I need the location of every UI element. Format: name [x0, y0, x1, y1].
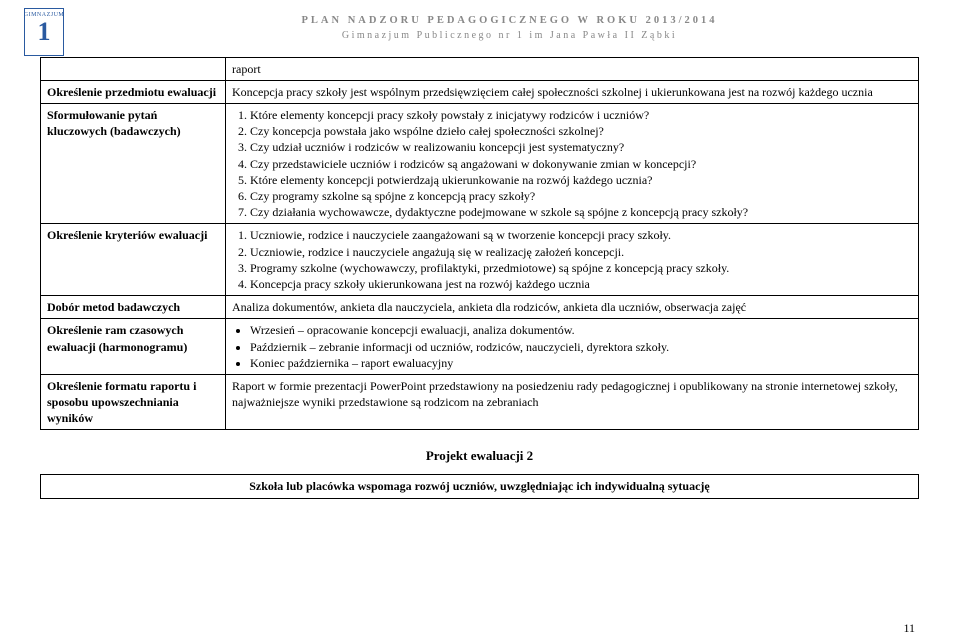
list-item: Które elementy koncepcji potwierdzają uk…	[250, 172, 912, 188]
list-item: Październik – zebranie informacji od ucz…	[250, 339, 912, 355]
row-content: Wrzesień – opracowanie koncepcji ewaluac…	[226, 319, 919, 375]
list-item: Wrzesień – opracowanie koncepcji ewaluac…	[250, 322, 912, 338]
list-item: Uczniowie, rodzice i nauczyciele angażuj…	[250, 244, 912, 260]
row-content: Koncepcja pracy szkoły jest wspólnym prz…	[226, 80, 919, 103]
table-row: Szkoła lub placówka wspomaga rozwój uczn…	[41, 475, 919, 499]
row-content: raport	[226, 57, 919, 80]
list-item: Czy działania wychowawcze, dydaktyczne p…	[250, 204, 912, 220]
row-content: Które elementy koncepcji pracy szkoły po…	[226, 104, 919, 224]
table-row: Dobór metod badawczych Analiza dokumentó…	[41, 296, 919, 319]
page-number: 11	[903, 621, 915, 636]
row-label: Dobór metod badawczych	[41, 296, 226, 319]
document-header: PLAN NADZORU PEDAGOGICZNEGO W ROKU 2013/…	[160, 14, 859, 43]
table-row: Określenie przedmiotu ewaluacji Koncepcj…	[41, 80, 919, 103]
row-content: Analiza dokumentów, ankieta dla nauczyci…	[226, 296, 919, 319]
logo-number: 1	[38, 19, 51, 45]
row-label: Określenie ram czasowych ewaluacji (harm…	[41, 319, 226, 375]
header-subtitle: Gimnazjum Publicznego nr 1 im Jana Pawła…	[160, 29, 859, 43]
table-row: raport	[41, 57, 919, 80]
list-item: Programy szkolne (wychowawczy, profilakt…	[250, 260, 912, 276]
sub-row-content: Szkoła lub placówka wspomaga rozwój uczn…	[41, 475, 919, 499]
logo: GIMNAZJUM 1	[24, 8, 64, 56]
list-item: Koniec października – raport ewaluacyjny	[250, 355, 912, 371]
list-item: Czy koncepcja powstała jako wspólne dzie…	[250, 123, 912, 139]
project-title: Projekt ewaluacji 2	[40, 448, 919, 464]
row-label: Określenie przedmiotu ewaluacji	[41, 80, 226, 103]
row-content: Raport w formie prezentacji PowerPoint p…	[226, 374, 919, 430]
row-content: Uczniowie, rodzice i nauczyciele zaangaż…	[226, 224, 919, 296]
list-item: Czy programy szkolne są spójne z koncepc…	[250, 188, 912, 204]
sub-table: Szkoła lub placówka wspomaga rozwój uczn…	[40, 474, 919, 499]
table-row: Określenie ram czasowych ewaluacji (harm…	[41, 319, 919, 375]
evaluation-table: raport Określenie przedmiotu ewaluacji K…	[40, 57, 919, 431]
table-row: Określenie kryteriów ewaluacji Uczniowie…	[41, 224, 919, 296]
list-item: Czy przedstawiciele uczniów i rodziców s…	[250, 156, 912, 172]
list-item: Czy udział uczniów i rodziców w realizow…	[250, 139, 912, 155]
list-item: Koncepcja pracy szkoły ukierunkowana jes…	[250, 276, 912, 292]
list-item: Które elementy koncepcji pracy szkoły po…	[250, 107, 912, 123]
header-title: PLAN NADZORU PEDAGOGICZNEGO W ROKU 2013/…	[160, 14, 859, 29]
table-row: Określenie formatu raportu i sposobu upo…	[41, 374, 919, 430]
row-label	[41, 57, 226, 80]
row-label: Sformułowanie pytań kluczowych (badawczy…	[41, 104, 226, 224]
list-item: Uczniowie, rodzice i nauczyciele zaangaż…	[250, 227, 912, 243]
row-label: Określenie formatu raportu i sposobu upo…	[41, 374, 226, 430]
table-row: Sformułowanie pytań kluczowych (badawczy…	[41, 104, 919, 224]
row-label: Określenie kryteriów ewaluacji	[41, 224, 226, 296]
